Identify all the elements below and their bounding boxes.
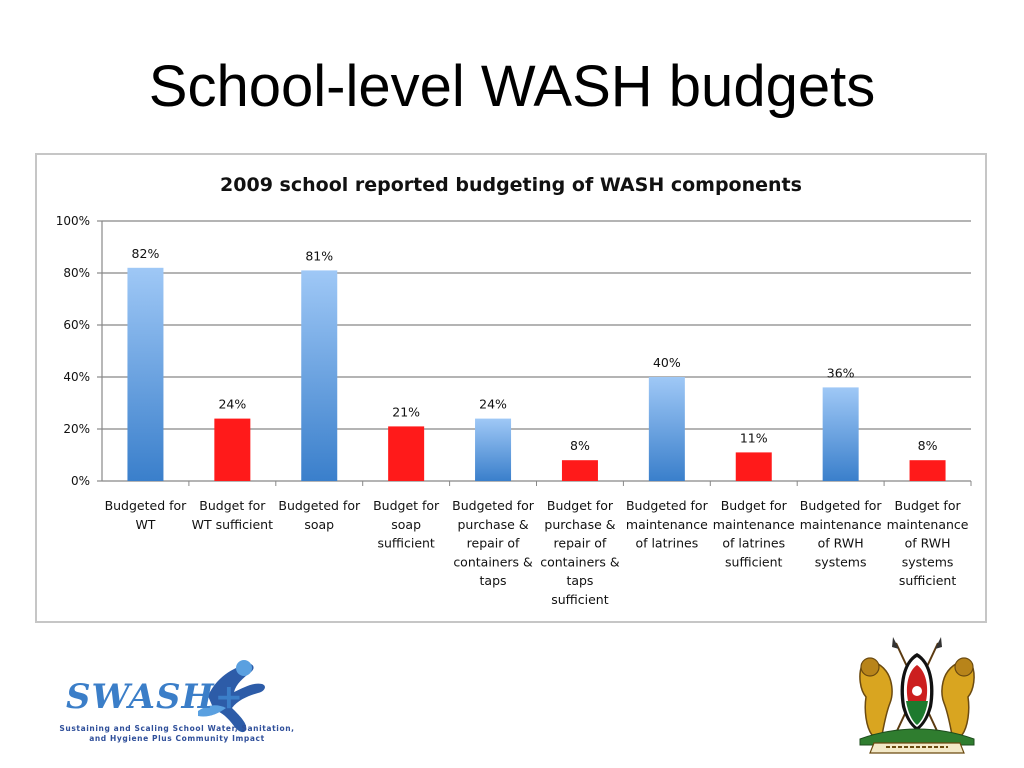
y-tick-label: 80% <box>63 266 90 280</box>
data-label: 24% <box>479 397 507 412</box>
data-label: 8% <box>570 438 590 453</box>
y-tick-label: 40% <box>63 370 90 384</box>
swash-logo: SWASH+ <box>66 660 265 733</box>
data-label: 40% <box>653 355 681 370</box>
x-tick-label: Budgeted for WT <box>105 498 188 532</box>
bar-budgeted <box>475 418 512 481</box>
y-tick-label: 60% <box>63 318 90 332</box>
bar-sufficient <box>388 426 425 481</box>
x-tick-label: Budget for soap sufficient <box>373 498 440 551</box>
y-tick-label: 100% <box>56 214 90 228</box>
x-tick-label: Budget for WT sufficient <box>192 498 273 532</box>
swash-tagline-line1: Sustaining and Scaling School Water, San… <box>59 724 295 733</box>
bar-sufficient <box>909 460 946 481</box>
data-label: 21% <box>392 404 420 419</box>
x-tick-label: Budgeted for maintenance of RWH systems <box>800 498 883 569</box>
data-label: 82% <box>132 246 160 261</box>
data-label: 8% <box>918 438 938 453</box>
x-tick-label: Budgeted for purchase & repair of container… <box>452 498 535 588</box>
x-tick-label: Budget for maintenance of RWH systems suffic… <box>887 498 969 588</box>
bar-budgeted <box>301 270 338 481</box>
slide-title: School-level WASH budgets <box>148 54 876 119</box>
x-tick-label: Budgeted for maintenance of latrines <box>626 498 709 551</box>
x-tick-label: Budgeted for soap <box>278 498 361 532</box>
bar-chart: 0% 20% 40% 60% 80% 100% 82% Budgeted for WT 24% Bu… <box>56 214 972 607</box>
swash-figure-icon <box>198 660 265 733</box>
kenya-coat-of-arms-icon <box>859 637 975 754</box>
data-label: 11% <box>740 430 768 445</box>
swash-tagline-line2: and Hygiene Plus Community Impact <box>89 734 265 743</box>
bar-sufficient <box>214 418 251 481</box>
swash-tagline: Sustaining and Scaling School Water, San… <box>52 724 302 744</box>
y-tick-label: 20% <box>63 422 90 436</box>
bar-budgeted <box>127 267 164 481</box>
bar-sufficient <box>735 452 772 481</box>
bar-sufficient <box>561 460 598 481</box>
bar-budgeted <box>648 377 685 481</box>
data-label: 24% <box>218 397 246 412</box>
bar-budgeted <box>822 387 859 481</box>
x-tick-label: Budget for maintenance of latrines sufficie… <box>713 498 795 569</box>
chart-title: 2009 school reported budgeting of WASH c… <box>220 174 802 196</box>
y-tick-label: 0% <box>71 474 90 488</box>
chart-frame: 2009 school reported budgeting of WASH c… <box>35 153 987 623</box>
swash-logo-wordmark: SWASH+ <box>66 677 244 717</box>
data-label: 81% <box>305 248 333 263</box>
x-tick-label: Budget for purchase & repair of containers … <box>540 498 620 607</box>
data-label: 36% <box>827 365 855 380</box>
